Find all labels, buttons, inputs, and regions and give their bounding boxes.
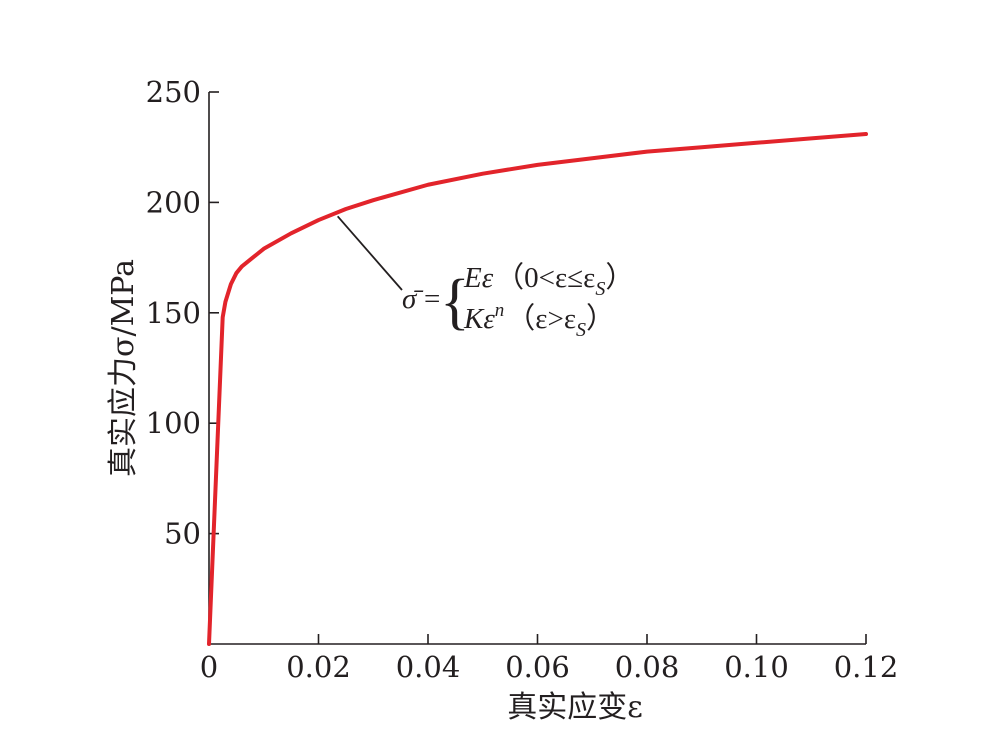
equation-annotation: σ̄ = {Eε（0<ε≤εS）Kεn（ε>εS） bbox=[336, 215, 634, 341]
equation-brace: { bbox=[440, 268, 470, 336]
x-tick-label: 0.10 bbox=[724, 650, 789, 684]
x-tick-label: 0.08 bbox=[615, 650, 680, 684]
plot-area bbox=[207, 131, 868, 646]
equation-case-1: Eε（0<ε≤εS） bbox=[463, 262, 634, 300]
y-axis-title: 真实应力σ/MPa bbox=[106, 259, 141, 477]
y-tick-label: 150 bbox=[146, 296, 201, 330]
stress-strain-curve bbox=[207, 131, 868, 646]
equation-equals: = bbox=[424, 283, 440, 315]
ticks: 0 0.02 0.04 0.06 0.08 0.10 0.12 50 100 150 200 250 bbox=[146, 75, 899, 684]
y-tick-label: 100 bbox=[146, 406, 201, 440]
x-tick-label: 0.06 bbox=[505, 650, 570, 684]
y-tick-label: 50 bbox=[164, 517, 201, 551]
x-axis-title: 真实应变ε bbox=[507, 690, 643, 725]
equation-lhs: σ̄ bbox=[402, 283, 424, 315]
y-tick-label: 250 bbox=[146, 75, 201, 109]
x-tick-label: 0.04 bbox=[396, 650, 461, 684]
equation-case-2: Kεn（ε>εS） bbox=[463, 300, 615, 341]
leader-line bbox=[336, 215, 403, 291]
x-tick-label: 0.12 bbox=[834, 650, 899, 684]
x-tick-label: 0.02 bbox=[286, 650, 351, 684]
axes bbox=[208, 92, 866, 645]
y-tick-label: 200 bbox=[146, 185, 201, 219]
x-tick-label: 0 bbox=[200, 650, 218, 684]
